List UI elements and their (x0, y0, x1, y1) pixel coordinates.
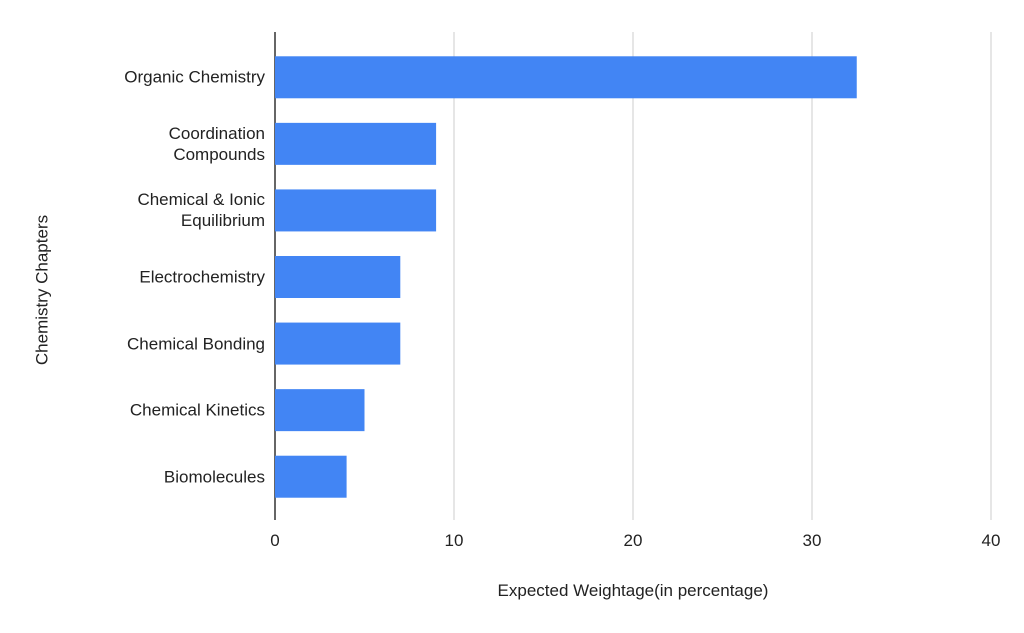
bar (275, 256, 401, 298)
bar (275, 56, 857, 99)
y-tick-label: Coordination Compounds (168, 123, 265, 164)
y-tick-label: Chemical & Ionic Equilibrium (137, 190, 265, 231)
x-tick-label: 0 (270, 531, 280, 550)
bar (275, 322, 401, 365)
y-tick-label: Chemical Bonding (127, 334, 265, 354)
y-axis-label: Chemistry Chapters (32, 214, 52, 366)
x-axis-label: Expected Weightage(in percentage) (497, 581, 769, 600)
y-tick-label: Chemical Kinetics (129, 400, 265, 420)
bar (275, 189, 437, 232)
y-tick-label: Organic Chemistry (124, 67, 265, 87)
bar (275, 389, 365, 432)
y-tick-label: Electrochemistry (139, 267, 265, 287)
y-tick-label: Biomolecules (163, 467, 265, 487)
bar (275, 122, 437, 165)
x-tick-label: 10 (444, 531, 464, 550)
bar (275, 455, 347, 498)
x-tick-label: 40 (981, 531, 1001, 550)
x-tick-label: 30 (802, 531, 822, 550)
x-tick-label: 20 (623, 531, 643, 550)
